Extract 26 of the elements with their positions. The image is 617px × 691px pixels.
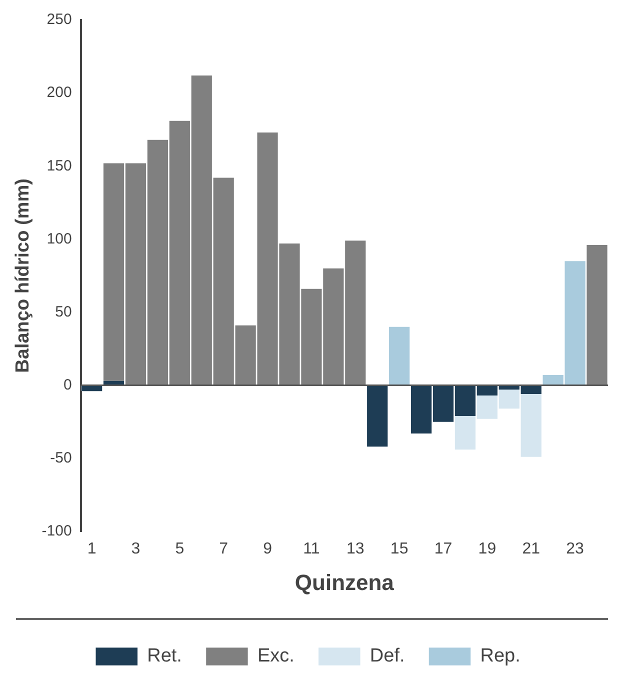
- y-tick-label: -100: [42, 522, 72, 540]
- y-tick-label: -50: [50, 449, 72, 466]
- y-tick-label: 100: [46, 230, 72, 248]
- y-axis-title: Balanço hídrico (mm): [12, 178, 34, 373]
- y-tick-label: 150: [46, 157, 72, 174]
- legend-label: Def.: [370, 646, 405, 667]
- x-tick-label: 11: [303, 540, 320, 558]
- legend-label: Rep.: [480, 646, 520, 667]
- y-tick-label: 0: [63, 376, 72, 394]
- x-tick-label: 21: [522, 540, 540, 558]
- y-tick-label: 50: [55, 303, 72, 320]
- x-tick-label: 9: [263, 540, 272, 558]
- x-axis-title: Quinzena: [294, 570, 395, 595]
- x-tick-label: 17: [434, 540, 452, 558]
- x-tick-label: 3: [131, 540, 140, 558]
- x-tick-label: 13: [346, 540, 364, 558]
- legend-label: Ret.: [147, 646, 182, 667]
- x-tick-label: 5: [175, 540, 184, 558]
- x-tick-label: 1: [87, 540, 96, 558]
- y-tick-label: 200: [46, 84, 72, 102]
- x-tick-label: 15: [390, 540, 408, 558]
- legend-label: Exc.: [257, 646, 294, 667]
- x-tick-label: 19: [478, 540, 496, 558]
- x-tick-label: 7: [219, 540, 228, 558]
- y-tick-label: 250: [46, 11, 72, 28]
- x-tick-label: 23: [566, 540, 584, 558]
